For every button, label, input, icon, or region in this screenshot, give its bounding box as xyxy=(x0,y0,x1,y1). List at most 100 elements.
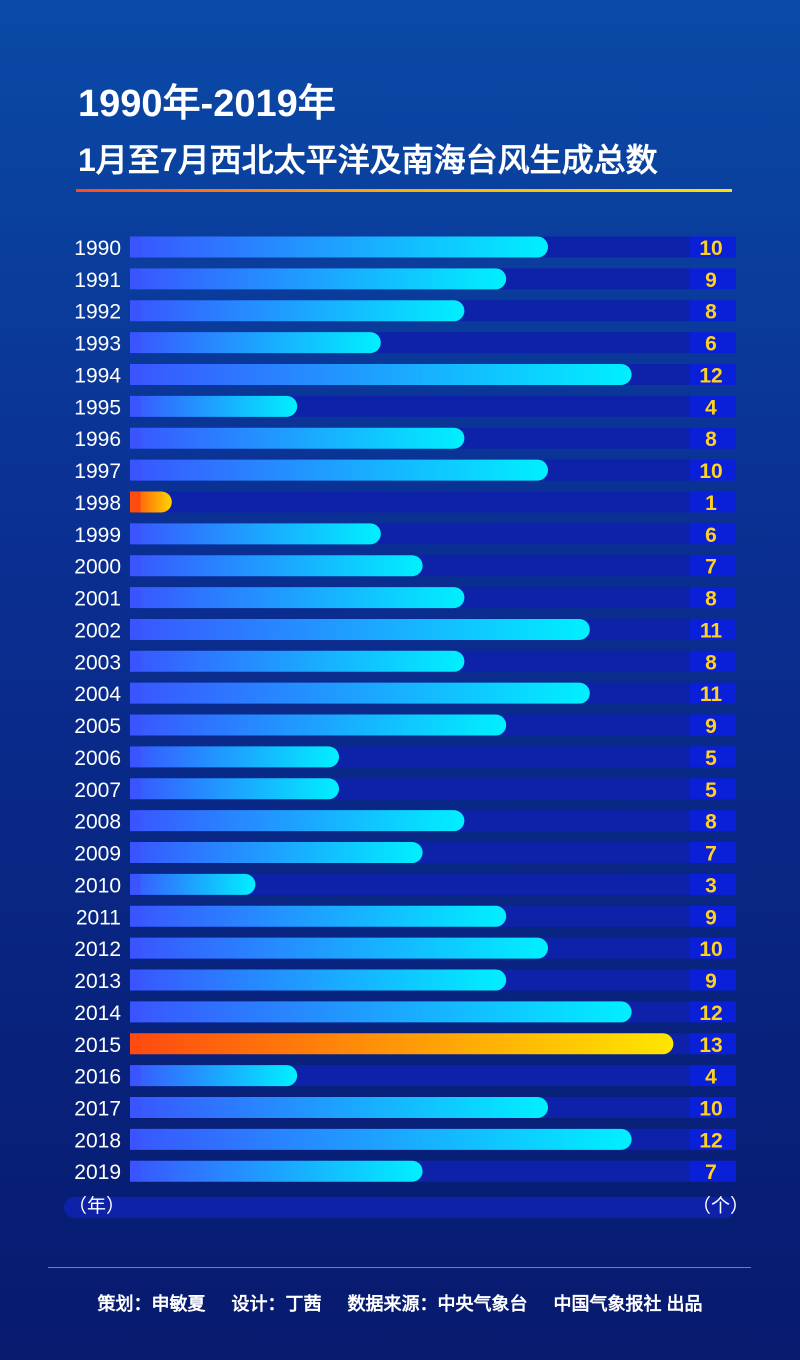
value-box xyxy=(690,427,736,449)
value-box xyxy=(690,587,736,609)
credits: 策划：申敏夏 设计：丁茜 数据来源：中央气象台 中国气象报社 出品 xyxy=(0,1290,800,1316)
bar-left-cap xyxy=(130,682,141,704)
year-label: 2000 xyxy=(74,556,121,579)
value-box xyxy=(690,873,736,895)
value-box xyxy=(690,937,736,959)
bar-left-cap xyxy=(130,1160,141,1182)
data-label: 10 xyxy=(699,1097,722,1120)
bar-row: 2019 7 xyxy=(74,1160,736,1184)
year-label: 2011 xyxy=(76,906,121,929)
bar-left-cap xyxy=(130,587,141,609)
bar-left-cap xyxy=(130,459,141,481)
value-box xyxy=(690,969,736,991)
data-label: 6 xyxy=(705,333,717,356)
bar-left-cap xyxy=(130,523,141,545)
year-label: 2004 xyxy=(74,683,121,706)
bar-row: 1998 1 xyxy=(74,491,736,515)
bar-left-cap xyxy=(130,618,141,640)
data-label: 5 xyxy=(705,779,717,802)
data-label: 9 xyxy=(705,906,717,929)
bar-row: 2014 12 xyxy=(74,1001,736,1025)
year-label: 2018 xyxy=(74,1129,121,1152)
data-label: 10 xyxy=(699,938,722,961)
bar-row: 2012 10 xyxy=(74,937,736,961)
bar-row: 2002 11 xyxy=(74,618,736,642)
value-box xyxy=(690,459,736,481)
bar-row: 2000 7 xyxy=(74,555,736,579)
bar-row: 2015 13 xyxy=(74,1033,736,1057)
unit-track xyxy=(64,1197,736,1218)
data-label: 7 xyxy=(705,843,717,866)
credit-designer: 设计：丁茜 xyxy=(231,1294,322,1314)
bar-row: 2018 12 xyxy=(74,1128,736,1152)
data-label: 1 xyxy=(705,492,717,515)
year-label: 1995 xyxy=(74,396,121,419)
footer-divider xyxy=(48,1267,751,1268)
bar-row: 2006 5 xyxy=(74,746,736,770)
bar-row: 2010 3 xyxy=(74,873,736,897)
value-box xyxy=(690,1160,736,1182)
year-label: 2017 xyxy=(74,1097,121,1120)
bar xyxy=(130,555,423,577)
bar-left-cap xyxy=(130,810,141,832)
data-label: 8 xyxy=(705,428,717,451)
bar-row: 1993 6 xyxy=(74,332,736,356)
data-label: 9 xyxy=(705,970,717,993)
bar xyxy=(130,1001,632,1023)
bar-track xyxy=(130,873,690,895)
data-label: 4 xyxy=(705,396,717,419)
value-box xyxy=(690,650,736,672)
data-label: 3 xyxy=(705,874,717,897)
data-label: 8 xyxy=(705,811,717,834)
bar xyxy=(130,1065,298,1087)
bar xyxy=(130,459,548,481)
bar-row: 2017 10 xyxy=(74,1096,736,1120)
data-label: 13 xyxy=(699,1034,722,1057)
value-box xyxy=(690,363,736,385)
data-label: 7 xyxy=(705,1161,717,1184)
credit-planner: 策划：申敏夏 xyxy=(97,1294,206,1314)
data-label: 10 xyxy=(699,460,722,483)
year-label: 1990 xyxy=(74,237,121,260)
year-label: 2014 xyxy=(74,1002,121,1025)
data-label: 4 xyxy=(705,1066,717,1089)
value-box xyxy=(690,778,736,800)
bar-left-cap xyxy=(130,1033,141,1055)
bar xyxy=(130,1128,632,1150)
data-label: 8 xyxy=(705,301,717,324)
bar-left-cap xyxy=(130,778,141,800)
value-box xyxy=(690,1096,736,1118)
year-label: 2016 xyxy=(74,1066,121,1089)
bar-row: 1992 8 xyxy=(74,300,736,324)
year-label: 2003 xyxy=(74,651,121,674)
bar-row: 2007 5 xyxy=(74,778,736,802)
y-unit-label: （个） xyxy=(692,1196,750,1217)
year-label: 1998 xyxy=(74,492,121,515)
data-label: 11 xyxy=(700,619,723,642)
bar xyxy=(130,905,507,927)
value-box xyxy=(690,842,736,864)
value-box xyxy=(690,491,736,513)
value-box xyxy=(690,523,736,545)
bar-row: 2004 11 xyxy=(74,682,736,706)
year-label: 2015 xyxy=(74,1034,121,1057)
value-box xyxy=(690,1128,736,1150)
bar xyxy=(130,395,298,417)
year-label: 1999 xyxy=(74,524,121,547)
value-box xyxy=(690,300,736,322)
year-label: 2013 xyxy=(74,970,121,993)
bar-row: 2016 4 xyxy=(74,1065,736,1089)
year-label: 1992 xyxy=(74,301,121,324)
year-label: 2002 xyxy=(74,619,121,642)
bar-left-cap xyxy=(130,332,141,354)
bar-row: 1990 10 xyxy=(74,236,736,260)
chart-title-line1: 1990年-2019年 xyxy=(78,83,336,125)
value-box xyxy=(690,1033,736,1055)
bar-left-cap xyxy=(130,236,141,258)
bar xyxy=(130,332,381,354)
bar xyxy=(130,618,590,640)
bar-left-cap xyxy=(130,395,141,417)
bar-row: 1999 6 xyxy=(74,523,736,547)
chart-title-line2: 1月至7月西北太平洋及南海台风生成总数 xyxy=(78,142,658,178)
data-label: 6 xyxy=(705,524,717,547)
